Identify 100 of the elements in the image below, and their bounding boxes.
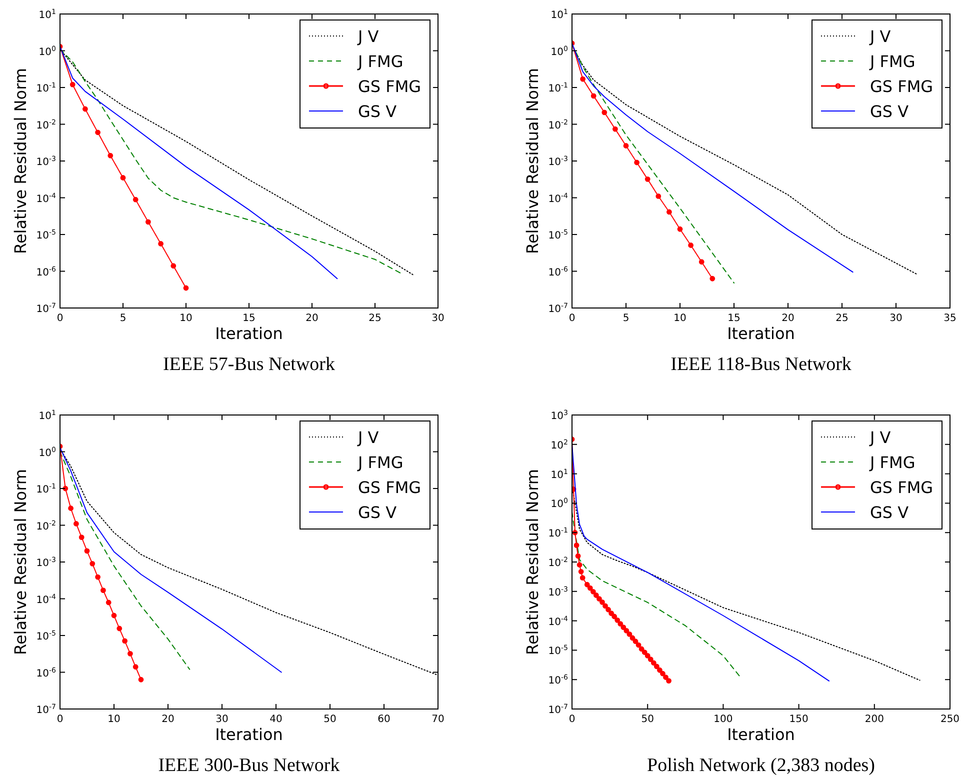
x-tick-label: 10 xyxy=(674,313,686,324)
point xyxy=(74,521,79,526)
y-tick-label: 10$^{-1}$ xyxy=(36,82,56,94)
y-tick-label: 10$^{-4}$ xyxy=(36,592,57,606)
x-tick-label: 20 xyxy=(162,714,174,725)
y-tick-label: 10$^{0}$ xyxy=(550,44,568,58)
point xyxy=(590,588,596,594)
point xyxy=(183,285,189,291)
point xyxy=(580,76,586,82)
y-tick-label: 10$^{-7}$ xyxy=(548,703,568,716)
point xyxy=(576,562,582,568)
legend-label: J V xyxy=(869,428,891,447)
x-tick-label: 0 xyxy=(56,714,64,725)
point xyxy=(666,209,672,215)
point xyxy=(663,674,668,680)
point xyxy=(654,664,660,670)
point xyxy=(587,585,593,591)
x-tick-label: 200 xyxy=(864,714,884,725)
x-tick-label: 0 xyxy=(56,313,64,324)
x-tick-label: 25 xyxy=(368,313,382,324)
y-tick-label: 10$^{-6}$ xyxy=(548,265,569,278)
point xyxy=(116,626,122,632)
y-tick-label: 10$^{1}$ xyxy=(38,409,56,422)
point xyxy=(78,534,84,540)
point xyxy=(630,635,636,641)
point xyxy=(636,642,642,648)
x-tick-label: 250 xyxy=(940,714,960,725)
point xyxy=(90,560,96,566)
y-tick-label: 10$^{-3}$ xyxy=(36,556,56,569)
y-tick-label: 10$^{-7}$ xyxy=(36,302,56,315)
point xyxy=(100,588,106,593)
y-tick-label: 10$^{0}$ xyxy=(550,497,568,510)
point xyxy=(122,638,128,644)
x-axis-title: Iteration xyxy=(215,324,283,343)
y-tick-label: 10$^{-6}$ xyxy=(548,674,569,687)
x-tick-label: 40 xyxy=(270,714,282,725)
x-axis-title: Iteration xyxy=(727,725,795,744)
legend-label: GS FMG xyxy=(870,478,934,497)
point xyxy=(698,259,704,265)
point xyxy=(606,606,611,612)
legend-label: J V xyxy=(357,428,379,447)
y-tick-label: 10$^{-2}$ xyxy=(36,519,56,532)
x-tick-label: 60 xyxy=(378,714,390,725)
x-tick-label: 35 xyxy=(944,313,956,324)
y-axis-title: Relative Residual Norm xyxy=(11,68,30,254)
point xyxy=(624,628,630,634)
y-tick-label: 10$^{2}$ xyxy=(550,438,568,452)
point xyxy=(590,93,596,99)
point xyxy=(612,126,618,132)
y-tick-label: 10$^{-6}$ xyxy=(36,265,57,278)
point xyxy=(132,664,138,670)
point xyxy=(132,196,138,202)
point xyxy=(584,582,590,588)
point xyxy=(62,486,68,492)
legend-label: J V xyxy=(869,27,891,46)
point xyxy=(111,612,117,618)
y-tick-label: 10$^{-1}$ xyxy=(548,82,568,94)
legend-label: J FMG xyxy=(357,453,404,472)
x-tick-label: 15 xyxy=(242,313,256,324)
legend-label: GS FMG xyxy=(358,478,422,497)
y-tick-label: 10$^{-7}$ xyxy=(548,302,568,315)
legend-label: GS FMG xyxy=(358,77,422,96)
y-tick-label: 10$^{-5}$ xyxy=(548,644,568,658)
point xyxy=(618,621,624,627)
y-tick-label: 10$^{-2}$ xyxy=(548,118,568,132)
x-tick-label: 10 xyxy=(108,714,120,725)
legend-label: GS V xyxy=(358,503,397,522)
x-tick-label: 0 xyxy=(568,714,576,725)
x-tick-label: 5 xyxy=(120,313,126,324)
point xyxy=(612,614,618,620)
point xyxy=(578,568,584,574)
x-axis-title: Iteration xyxy=(215,725,283,744)
point xyxy=(138,676,144,682)
point xyxy=(638,646,644,652)
x-tick-label: 30 xyxy=(432,313,444,324)
x-tick-label: 70 xyxy=(432,714,444,725)
point xyxy=(648,656,654,662)
point xyxy=(120,175,126,180)
point xyxy=(677,226,683,232)
point xyxy=(600,599,605,605)
y-tick-label: 10$^{0}$ xyxy=(38,446,56,459)
x-tick-label: 10 xyxy=(180,313,192,324)
point xyxy=(95,130,100,136)
point xyxy=(623,143,629,148)
point xyxy=(642,650,648,655)
x-tick-label: 20 xyxy=(782,313,794,324)
legend-label: J FMG xyxy=(869,453,916,472)
x-axis-title: Iteration xyxy=(727,324,795,343)
point xyxy=(106,600,112,606)
y-tick-label: 10$^{3}$ xyxy=(550,409,568,422)
x-tick-label: 25 xyxy=(836,313,848,324)
y-tick-label: 10$^{-5}$ xyxy=(548,228,568,242)
line-series xyxy=(572,512,742,679)
y-tick-label: 10$^{-2}$ xyxy=(36,118,56,132)
y-axis-title: Relative Residual Norm xyxy=(523,469,542,655)
legend-label: J FMG xyxy=(357,52,404,71)
point xyxy=(593,592,599,598)
y-tick-label: 10$^{-1}$ xyxy=(36,482,56,496)
y-tick-label: 10$^{-4}$ xyxy=(36,192,57,205)
y-tick-label: 10$^{-7}$ xyxy=(36,703,56,716)
